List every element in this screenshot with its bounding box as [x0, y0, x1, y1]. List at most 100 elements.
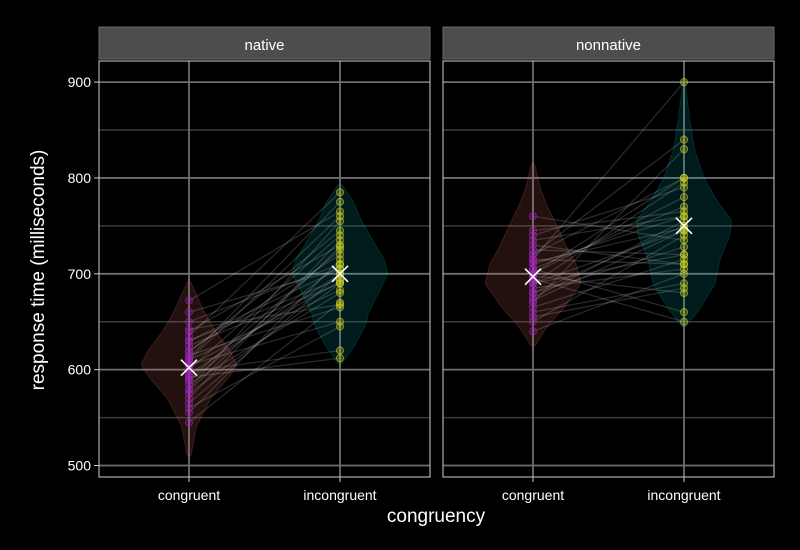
data-point-incongruent: [679, 193, 689, 202]
data-point-incongruent: [335, 255, 345, 264]
pair-line: [188, 244, 341, 332]
data-point-congruent: [528, 303, 538, 312]
data-point-congruent: [184, 348, 194, 357]
data-point-incongruent: [335, 236, 345, 245]
facet-strip: [98, 26, 431, 60]
data-point-incongruent: [679, 223, 689, 232]
pair-line: [188, 191, 341, 337]
data-point-incongruent: [679, 178, 689, 187]
pair-line: [188, 289, 341, 361]
violin-congruent: [484, 163, 582, 347]
pair-line: [532, 215, 685, 241]
x-tick-label: congruent: [502, 487, 564, 503]
data-point-incongruent: [335, 188, 345, 197]
mean-marker-incongruent: [675, 217, 693, 235]
y-tick-label: 600: [68, 362, 92, 378]
pair-line: [532, 277, 685, 323]
pair-line: [188, 273, 341, 375]
pair-line: [188, 282, 341, 347]
data-point-congruent: [184, 308, 194, 317]
pair-line: [188, 249, 341, 380]
pair-line: [188, 349, 341, 373]
y-tick-label: 900: [68, 74, 92, 90]
pair-line: [532, 215, 685, 265]
pair-line: [188, 258, 341, 414]
data-point-incongruent: [335, 216, 345, 226]
pair-line: [532, 230, 685, 302]
data-point-incongruent: [335, 317, 345, 326]
pair-line: [188, 321, 341, 366]
data-point-congruent: [528, 212, 538, 221]
panel-border: [442, 60, 775, 478]
data-point-incongruent: [679, 145, 689, 154]
pair-line: [532, 81, 685, 260]
data-point-congruent: [528, 296, 538, 305]
facet-panels: native congruent incongruent nonnative congr…: [98, 26, 775, 503]
pair-line: [532, 244, 685, 265]
pair-line: [532, 275, 685, 294]
pair-line: [532, 249, 685, 256]
pair-line: [532, 273, 685, 332]
y-tick-label: 500: [68, 457, 92, 473]
data-point-incongruent: [679, 317, 689, 326]
data-point-congruent: [184, 317, 194, 326]
pair-line: [188, 254, 341, 352]
pair-line: [532, 253, 685, 285]
data-point-incongruent: [335, 226, 345, 235]
facet-panel-native: native congruent incongruent: [98, 26, 431, 503]
pair-line: [188, 273, 341, 404]
pair-line: [188, 277, 341, 342]
data-point-incongruent: [335, 346, 345, 355]
data-point-incongruent: [335, 285, 345, 295]
data-point-incongruent: [679, 226, 689, 235]
mean-marker-stroke: [331, 265, 349, 283]
panel-border: [98, 60, 431, 478]
pair-line: [188, 234, 341, 371]
pair-line: [532, 268, 685, 289]
pair-line: [188, 246, 341, 392]
data-point-congruent: [184, 296, 194, 305]
pair-line: [188, 263, 341, 382]
mean-marker-congruent: [180, 359, 198, 377]
pair-line: [188, 306, 341, 356]
y-axis: 500 600 700 800 900: [68, 74, 99, 473]
data-point-incongruent: [679, 308, 689, 317]
facet-strip-label: native: [244, 37, 284, 54]
data-point-incongruent: [335, 300, 345, 309]
data-point-incongruent: [679, 77, 689, 87]
pair-line: [188, 263, 341, 323]
x-tick-label: incongruent: [303, 487, 376, 503]
pair-line: [188, 201, 341, 359]
pair-line: [188, 210, 341, 302]
pair-line: [188, 282, 341, 395]
y-tick-label: 800: [68, 170, 92, 186]
y-axis-title: response time (milliseconds): [28, 150, 49, 391]
mean-marker-stroke: [675, 217, 693, 235]
data-point-incongruent: [335, 245, 345, 254]
data-point-incongruent: [335, 288, 345, 298]
data-point-incongruent: [679, 260, 689, 269]
pair-line: [532, 177, 685, 256]
facet-strip-label: nonnative: [576, 37, 641, 54]
pair-line: [532, 258, 685, 308]
data-point-incongruent: [335, 197, 345, 207]
data-point-congruent: [184, 336, 194, 345]
x-tick-label: congruent: [158, 487, 220, 503]
pair-line: [532, 182, 685, 284]
data-point-congruent: [528, 327, 538, 336]
pair-line: [532, 206, 685, 270]
pair-line: [532, 139, 685, 256]
data-point-incongruent: [679, 269, 689, 278]
pair-line: [532, 148, 685, 304]
mean-marker-stroke: [180, 359, 198, 377]
data-point-incongruent: [679, 242, 689, 252]
pair-line: [532, 282, 685, 313]
data-point-incongruent: [335, 242, 345, 252]
mean-marker-incongruent: [331, 265, 349, 283]
data-point-congruent: [184, 394, 194, 403]
data-point-congruent: [528, 264, 538, 274]
pair-line: [188, 268, 341, 313]
data-point-incongruent: [679, 212, 689, 221]
data-point-incongruent: [335, 264, 345, 274]
